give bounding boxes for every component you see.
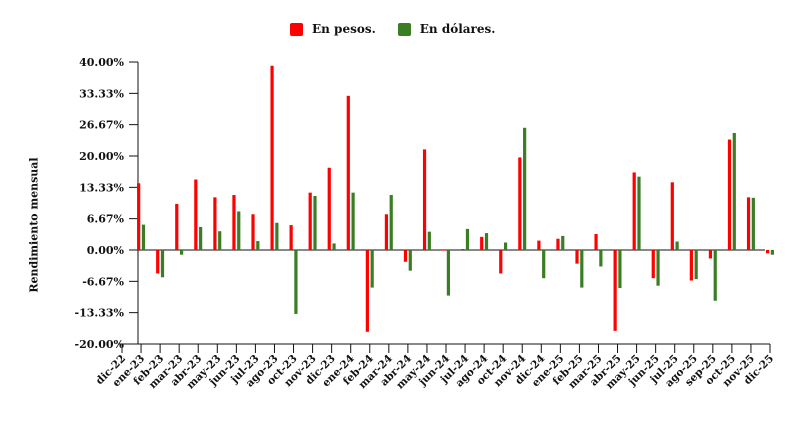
bar-pesos <box>403 250 408 262</box>
bar-pesos <box>689 250 693 281</box>
bar-dolares <box>389 195 393 250</box>
bar-pesos <box>213 197 217 250</box>
y-tick-label: 33.33% <box>79 87 124 100</box>
bar-dolares <box>503 242 508 250</box>
bar-pesos <box>632 172 636 250</box>
bar-pesos <box>384 214 389 250</box>
legend-item-dolares: En dólares. <box>397 22 496 36</box>
bar-dolares <box>332 243 336 250</box>
bar-pesos <box>308 192 312 250</box>
bar-dolares <box>218 231 222 250</box>
bar-pesos <box>594 234 598 250</box>
bar-pesos <box>175 203 179 250</box>
bar-dolares <box>408 250 412 271</box>
legend-item-pesos: En pesos. <box>290 22 376 36</box>
y-tick-label: 6.67% <box>87 213 125 226</box>
legend-label-dolares: En dólares. <box>419 22 496 36</box>
bar-dolares <box>237 211 241 250</box>
bar-pesos <box>575 250 579 264</box>
bar-pesos <box>270 65 274 250</box>
bar-pesos <box>289 225 293 250</box>
bar-dolares <box>141 224 146 250</box>
y-tick-label: 26.67% <box>79 119 124 132</box>
bar-dolares <box>179 250 184 255</box>
bar-dolares <box>580 250 584 288</box>
bar-dolares <box>713 250 717 301</box>
bar-dolares <box>256 241 260 250</box>
bar-dolares <box>656 250 660 286</box>
bar-pesos <box>442 250 446 251</box>
bar-dolares <box>275 222 279 250</box>
bar-dolares <box>427 231 431 250</box>
y-tick-label: -20.00% <box>75 338 125 351</box>
bar-pesos <box>651 250 655 279</box>
y-tick-label: 40.00% <box>79 56 124 69</box>
y-tick-label: 20.00% <box>79 150 124 163</box>
bar-pesos <box>518 157 522 250</box>
bar-pesos <box>422 149 427 250</box>
bar-pesos <box>232 195 236 250</box>
bar-dolares <box>484 233 489 250</box>
legend: En pesos. En dólares. <box>290 22 517 36</box>
bar-pesos <box>346 95 350 250</box>
y-tick-label: -13.33% <box>75 307 125 320</box>
bar-dolares <box>294 250 298 314</box>
bar-dolares <box>732 132 736 250</box>
bar-pesos <box>727 139 732 250</box>
bar-dolares <box>637 176 641 250</box>
bar-pesos <box>365 250 369 332</box>
bar-pesos <box>194 179 198 250</box>
legend-label-pesos: En pesos. <box>312 22 376 36</box>
legend-swatch-pesos <box>290 22 303 36</box>
bar-dolares <box>694 250 698 280</box>
bar-pesos <box>327 167 331 250</box>
bar-dolares <box>770 250 774 255</box>
bar-pesos <box>499 250 503 274</box>
bar-pesos <box>613 250 617 331</box>
bar-dolares <box>199 226 203 250</box>
bar-dolares <box>465 228 470 250</box>
bar-pesos <box>708 250 713 259</box>
bar-dolares <box>523 127 527 250</box>
bar-dolares <box>542 250 546 279</box>
bar-pesos <box>251 214 255 250</box>
legend-swatch-dolares <box>397 22 411 36</box>
bar-pesos <box>480 236 484 250</box>
y-tick-label: -6.67% <box>82 275 124 288</box>
y-tick-label: 13.33% <box>79 181 124 194</box>
bar-pesos <box>461 249 465 250</box>
bar-dolares <box>561 235 565 250</box>
bar-dolares <box>313 195 317 250</box>
bar-dolares <box>160 250 165 278</box>
y-tick-label: 0.00% <box>87 244 125 257</box>
bar-dolares <box>599 250 603 267</box>
bar-dolares <box>370 250 374 288</box>
bar-pesos <box>746 197 751 250</box>
bar-dolares <box>618 250 622 289</box>
bar-pesos <box>670 182 674 250</box>
bar-dolares <box>446 250 450 296</box>
bar-dolares <box>675 241 679 250</box>
bar-dolares <box>751 197 755 250</box>
bar-pesos <box>137 183 141 250</box>
bar-pesos <box>766 250 770 254</box>
bar-dolares <box>351 192 355 250</box>
bar-pesos <box>156 250 160 274</box>
bar-pesos <box>556 238 560 250</box>
bar-pesos <box>537 240 541 250</box>
